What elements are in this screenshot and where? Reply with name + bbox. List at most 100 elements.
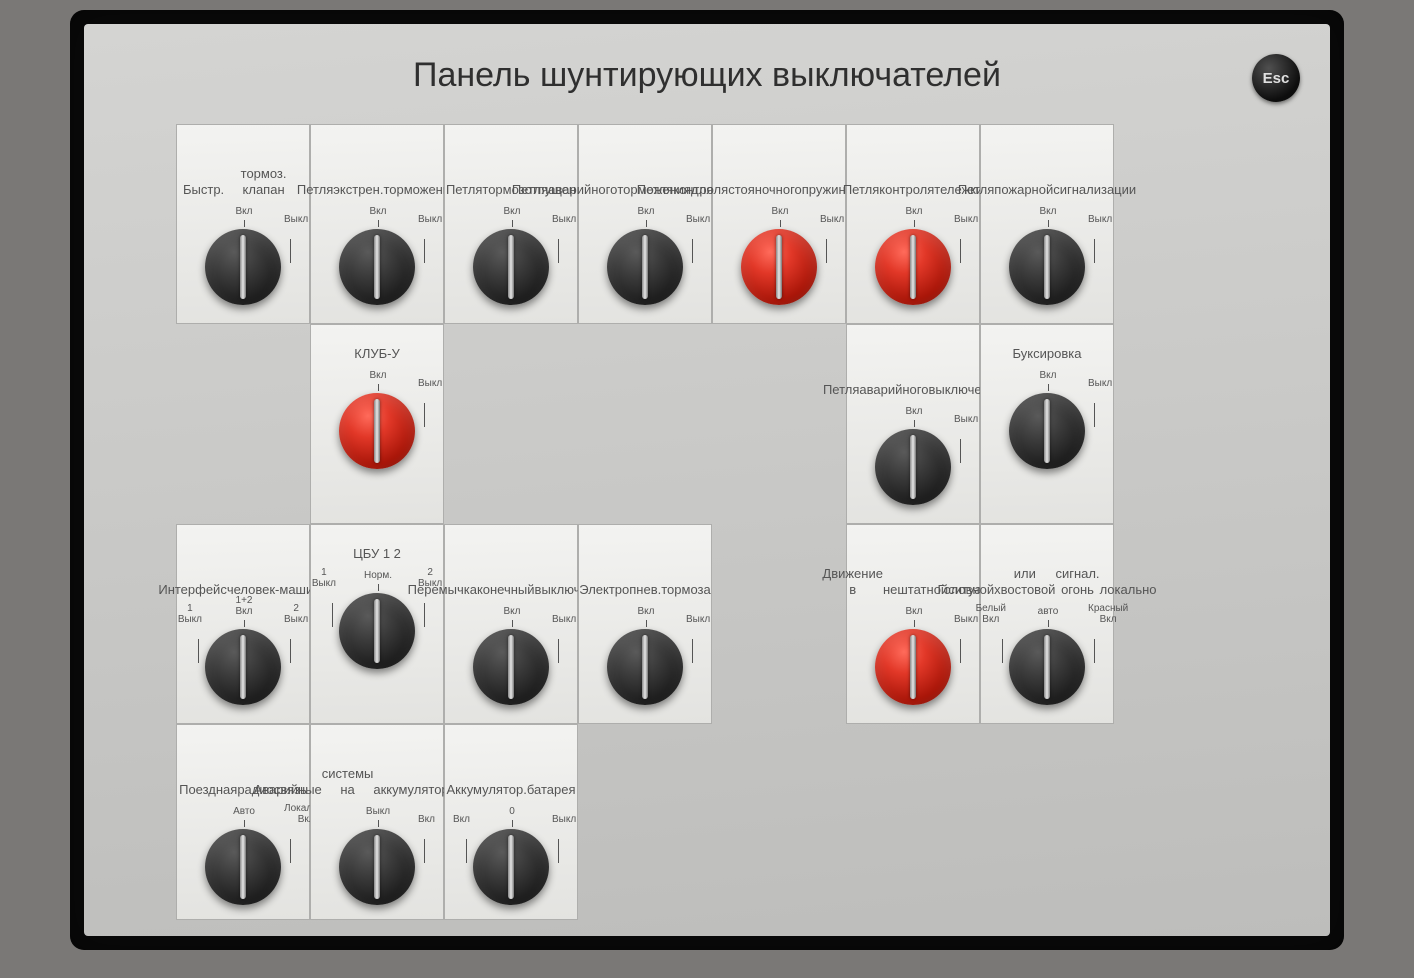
position-label: Выкл — [954, 414, 978, 425]
rotary-switch[interactable] — [875, 229, 951, 305]
tick — [466, 839, 467, 863]
position-label: Вкл — [750, 206, 810, 217]
rotary-switch[interactable] — [205, 629, 281, 705]
switch-cell: ПеремычкаконечныйвыключательВклВыкл — [444, 524, 578, 724]
switch-pointer — [374, 599, 380, 663]
switch-label: Интерфейсчеловек-машина — [177, 525, 309, 601]
rotary-switch[interactable] — [1009, 229, 1085, 305]
tick — [512, 620, 513, 627]
switch-pointer — [910, 235, 916, 299]
tick — [512, 220, 513, 227]
switch-pointer — [642, 635, 648, 699]
rotary-switch[interactable] — [473, 629, 549, 705]
knob-area: Вкл Выкл — [981, 365, 1113, 475]
tick — [378, 384, 379, 391]
rotary-switch[interactable] — [741, 229, 817, 305]
position-label: 1+2Вкл — [214, 595, 274, 617]
tick — [1002, 639, 1003, 663]
rotary-switch[interactable] — [1009, 629, 1085, 705]
tick — [378, 220, 379, 227]
switch-pointer — [910, 635, 916, 699]
position-label: Вкл — [482, 206, 542, 217]
switch-pointer — [240, 835, 246, 899]
switch-label: Петляпожарнойсигнализации — [981, 125, 1113, 201]
rotary-switch[interactable] — [339, 829, 415, 905]
switch-label: Петляаварийноговыключения — [847, 325, 979, 401]
rotary-switch[interactable] — [473, 829, 549, 905]
position-label: Вкл — [214, 206, 274, 217]
position-label: Выкл — [686, 214, 710, 225]
position-label: Выкл — [552, 814, 576, 825]
switch-pointer — [374, 399, 380, 463]
position-label: Вкл — [1018, 370, 1078, 381]
tick — [378, 820, 379, 827]
position-label: Выкл — [552, 614, 576, 625]
position-label: Выкл — [348, 806, 408, 817]
position-label: Вкл — [482, 606, 542, 617]
panel-title: Панель шунтирующих выключателей — [84, 56, 1330, 95]
tick — [692, 239, 693, 263]
switch-cell: Движение внештатнойситуацииВклВыкл — [846, 524, 980, 724]
switch-cell: БуксировкаВклВыкл — [980, 324, 1114, 524]
tick — [378, 584, 379, 591]
tick — [558, 239, 559, 263]
rotary-switch[interactable] — [339, 593, 415, 669]
tick — [914, 420, 915, 427]
rotary-switch[interactable] — [875, 429, 951, 505]
tick — [424, 403, 425, 427]
knob-area: ВклВыкл — [981, 201, 1113, 311]
knob-area: ВклВыкл — [445, 201, 577, 311]
rotary-switch[interactable] — [607, 229, 683, 305]
switch-pointer — [508, 235, 514, 299]
switch-label: ЦБУ 1 2 — [311, 525, 443, 565]
position-label: Норм. — [348, 570, 408, 581]
tick — [692, 639, 693, 663]
tick — [646, 620, 647, 627]
esc-button[interactable]: Esc — [1252, 54, 1300, 102]
position-label: БелыйВкл — [976, 603, 1006, 625]
position-label: 1Выкл — [178, 603, 202, 625]
tick — [1048, 620, 1049, 627]
switch-pointer — [374, 235, 380, 299]
switch-cell: КЛУБ-УВклВыкл — [310, 324, 444, 524]
switch-cell: Аккумулятор.батареяВкл0Выкл — [444, 724, 578, 920]
tick — [1048, 220, 1049, 227]
position-label: 0 — [482, 806, 542, 817]
tick — [512, 820, 513, 827]
rotary-switch[interactable] — [607, 629, 683, 705]
rotary-switch[interactable] — [205, 229, 281, 305]
switch-label: Аварийныесистемы нааккумулятор.линии нап… — [311, 725, 443, 801]
switch-pointer — [1044, 635, 1050, 699]
switch-label: КЛУБ-У — [311, 325, 443, 365]
switch-cell: ПетляконтролятележкиВклВыкл — [846, 124, 980, 324]
position-label: Выкл — [1088, 214, 1112, 225]
tick — [960, 439, 961, 463]
tick — [960, 639, 961, 663]
position-label: Выкл — [1088, 378, 1112, 389]
knob-area: БелыйВклавтоКрасныйВкл — [981, 601, 1113, 711]
tick — [332, 603, 333, 627]
position-label: Вкл — [616, 606, 676, 617]
rotary-switch[interactable] — [875, 629, 951, 705]
rotary-switch[interactable] — [339, 393, 415, 469]
tick — [244, 620, 245, 627]
tick — [558, 839, 559, 863]
rotary-switch[interactable] — [205, 829, 281, 905]
rotary-switch[interactable] — [473, 229, 549, 305]
position-label: 1Выкл — [312, 567, 336, 589]
screen-frame: Панель шунтирующих выключателей Esc Быст… — [70, 10, 1344, 950]
position-label: Вкл — [348, 370, 408, 381]
knob-area: ВклВыкл — [579, 601, 711, 711]
position-label: авто — [1018, 606, 1078, 617]
switch-cell: Аварийныесистемы нааккумулятор.линии нап… — [310, 724, 444, 920]
position-label: Выкл — [284, 214, 308, 225]
switch-pointer — [776, 235, 782, 299]
switch-pointer — [508, 635, 514, 699]
position-label: Вкл — [884, 206, 944, 217]
rotary-switch[interactable] — [1009, 393, 1085, 469]
position-label: Вкл — [418, 814, 435, 825]
position-label: 2Выкл — [284, 603, 308, 625]
switch-cell: ПетляаварийноготорможениядляпассажираВкл… — [578, 124, 712, 324]
rotary-switch[interactable] — [339, 229, 415, 305]
knob-area: ВклВыкл — [311, 365, 443, 475]
